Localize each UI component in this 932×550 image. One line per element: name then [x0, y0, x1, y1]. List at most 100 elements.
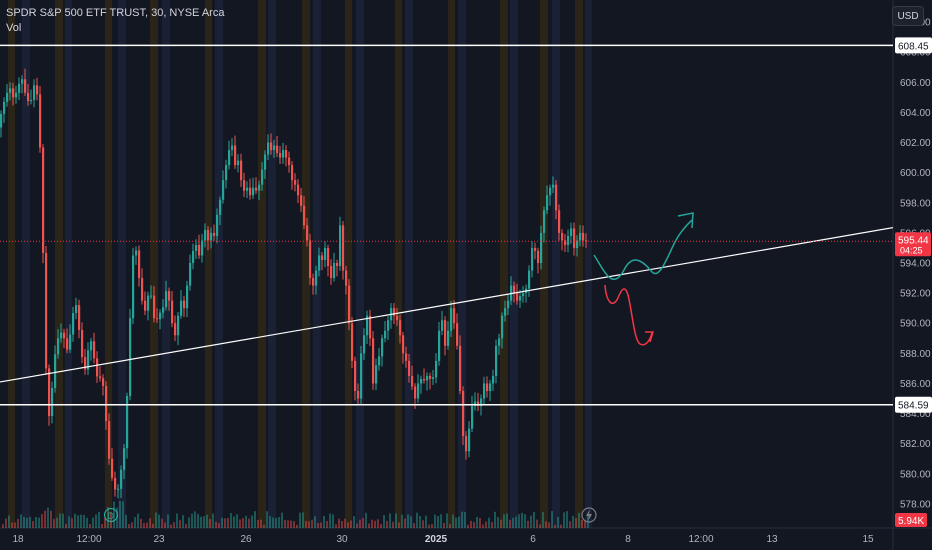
volume-bar [560, 524, 562, 528]
volume-bar [320, 522, 322, 528]
candle-body [75, 305, 78, 314]
candle-body [27, 92, 30, 102]
time-tick-label: 23 [153, 534, 165, 545]
candle-body [99, 376, 102, 379]
candle-body [444, 320, 447, 346]
candle-body [135, 250, 138, 256]
currency-button[interactable]: USD [892, 6, 924, 26]
volume-bar [293, 521, 295, 528]
candle-body [204, 229, 207, 241]
volume-bar [329, 513, 331, 528]
time-tick-label: 6 [530, 534, 536, 545]
level-price-badge [895, 37, 932, 54]
volume-bar [545, 521, 547, 528]
volume-bar [62, 513, 64, 528]
candle-body [72, 313, 75, 335]
volume-bar [170, 524, 172, 528]
candle-body [555, 184, 558, 211]
candle-body [351, 323, 354, 361]
candle-body [426, 375, 429, 381]
candle-body [435, 360, 438, 378]
candle-body [264, 154, 267, 170]
lightning-icon-glyph [586, 509, 592, 521]
candle-body [243, 180, 246, 191]
volume-bar [509, 519, 511, 528]
volume-bar [368, 523, 370, 528]
candle-body [291, 165, 294, 181]
volume-bar [479, 518, 481, 528]
volume-bar [395, 513, 397, 528]
lightning-icon[interactable] [581, 507, 597, 523]
price-tick-label: 580.00 [900, 469, 931, 480]
candle-body [57, 338, 60, 355]
volume-bar [68, 516, 70, 528]
trendline[interactable] [0, 227, 894, 383]
candle-body [213, 232, 216, 236]
bearish-path-drawing[interactable] [604, 284, 653, 346]
candle-body [450, 308, 453, 331]
candle-body [240, 160, 243, 181]
volume-bar [239, 519, 241, 528]
session-band [552, 0, 560, 528]
candle-body [504, 308, 507, 316]
volume-bar [305, 520, 307, 528]
volume-bar [353, 516, 355, 528]
candle-body [42, 147, 45, 253]
price-tick-label: 582.00 [900, 439, 931, 450]
volume-bar [119, 501, 121, 528]
candle-body [348, 285, 351, 324]
candle-body [111, 458, 114, 478]
volume-bar [233, 516, 235, 528]
candle-body [198, 244, 201, 256]
candle-body [3, 101, 6, 114]
candle-body [561, 232, 564, 241]
candle-body [306, 225, 309, 241]
candle-body [339, 225, 342, 267]
candle-body [558, 210, 561, 233]
volume-bar [440, 514, 442, 528]
volume-bar [212, 513, 214, 528]
volume-indicator-label[interactable]: Vol [6, 22, 22, 34]
volume-bar [518, 514, 520, 528]
volume-bar [8, 515, 10, 528]
volume-bar [230, 513, 232, 528]
candle-body [45, 252, 48, 369]
bearish-arrow-head [645, 331, 655, 343]
volume-bar [527, 520, 529, 528]
dividend-marker[interactable] [103, 507, 119, 523]
volume-bar [515, 516, 517, 528]
candle-body [495, 345, 498, 376]
candle-body [147, 295, 150, 311]
volume-bar [224, 518, 226, 528]
candle-body [9, 88, 12, 93]
candle-body [177, 315, 180, 336]
volume-bar [401, 514, 403, 528]
candle-body [354, 360, 357, 391]
volume-bar [11, 522, 13, 528]
volume-bar [227, 518, 229, 528]
volume-bar [464, 512, 466, 528]
candle-body [471, 406, 474, 429]
candle-body [81, 330, 84, 358]
bullish-path-drawing[interactable] [593, 219, 693, 280]
candle-body [402, 335, 405, 354]
candle-body [141, 278, 144, 301]
candle-body [138, 250, 141, 279]
candle-body [297, 184, 300, 196]
session-band [405, 0, 413, 528]
candle-body [567, 235, 570, 245]
candle-body [261, 169, 264, 185]
volume-bar [554, 524, 556, 528]
session-band [458, 0, 466, 528]
price-tick-label: 598.00 [900, 198, 931, 209]
session-band [448, 0, 455, 528]
candle-body [78, 305, 81, 331]
candle-body [201, 240, 204, 256]
volume-bar [191, 513, 193, 528]
volume-bar [374, 520, 376, 528]
volume-bar [494, 511, 496, 528]
volume-bar [32, 521, 34, 528]
volume-bar [539, 524, 541, 528]
volume-bar [140, 518, 142, 528]
